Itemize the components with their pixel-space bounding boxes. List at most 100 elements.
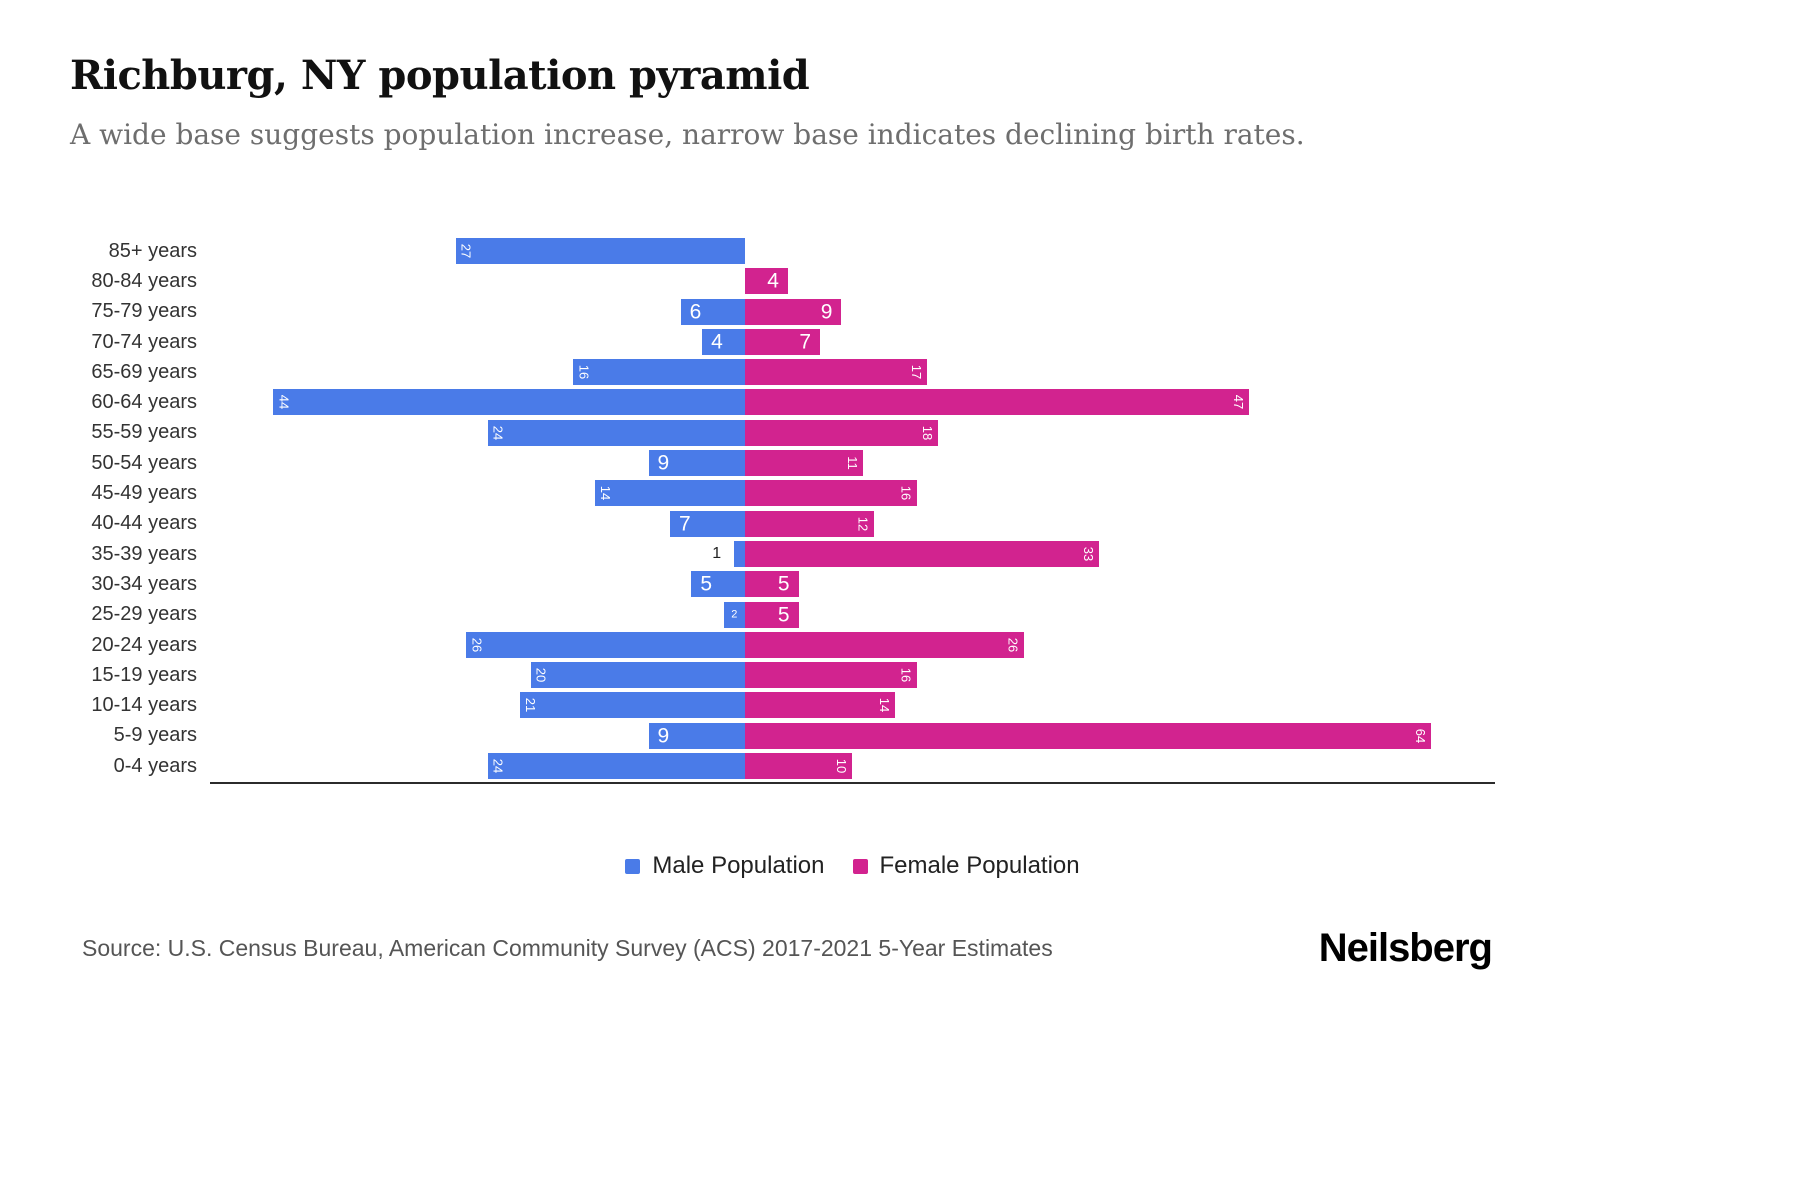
- age-group-label: 75-79 years: [91, 300, 197, 323]
- age-group-label: 0-4 years: [113, 754, 197, 777]
- chart-title: Richburg, NY population pyramid: [70, 52, 810, 99]
- legend: Male Population Female Population: [210, 852, 1495, 880]
- male-bar-value: 7: [678, 512, 691, 536]
- male-bar: 5: [691, 571, 745, 598]
- female-bar-value: 11: [844, 456, 860, 470]
- female-legend-label: Female Population: [879, 852, 1080, 879]
- male-bar: 4: [702, 328, 745, 355]
- male-legend-swatch: [625, 858, 641, 874]
- plot-area-row: 7 12: [210, 509, 1495, 539]
- female-bar: 5: [745, 601, 799, 628]
- male-bar-value: 14: [597, 486, 613, 501]
- pyramid-row: 70-74 years 4 7: [70, 327, 1495, 357]
- female-bar: 33: [745, 540, 1099, 567]
- pyramid-row: 30-34 years 5 5: [70, 569, 1495, 599]
- male-bar: 9: [648, 450, 745, 477]
- pyramid-row: 60-64 years 44 47: [70, 387, 1495, 417]
- male-bar: 24: [487, 753, 745, 780]
- male-bar: 21: [519, 692, 745, 719]
- female-bar: 4: [745, 268, 788, 295]
- age-group-label: 85+ years: [108, 239, 197, 262]
- male-bar-value: 9: [657, 724, 670, 748]
- pyramid-row: 10-14 years 21 14: [70, 690, 1495, 720]
- pyramid-row: 15-19 years 20 16: [70, 660, 1495, 690]
- female-bar-value: 9: [820, 300, 833, 324]
- pyramid-row: 35-39 years 1 33: [70, 539, 1495, 569]
- female-bar-value: 47: [1230, 395, 1246, 410]
- population-pyramid-chart: 85+ years 27 80-84 years 4 75-79 years 6 9 70-7…: [70, 236, 1495, 785]
- female-bar-value: 18: [919, 425, 935, 441]
- plot-area-row: 1 33: [210, 539, 1495, 569]
- age-group-label: 55-59 years: [91, 421, 197, 444]
- plot-area-row: 21 14: [210, 690, 1495, 720]
- plot-area-row: 16 17: [210, 357, 1495, 387]
- male-bar-value: 2: [731, 608, 738, 621]
- age-group-label: 20-24 years: [91, 633, 197, 656]
- brand-logo: Neilsberg: [1318, 925, 1493, 970]
- female-bar: 9: [745, 298, 842, 325]
- female-bar: 7: [745, 328, 821, 355]
- female-bar: 47: [745, 389, 1249, 416]
- age-group-label: 80-84 years: [91, 269, 197, 292]
- plot-area-row: 14 16: [210, 478, 1495, 508]
- pyramid-row: 5-9 years 9 64: [70, 721, 1495, 751]
- plot-area-row: 9 64: [210, 721, 1495, 751]
- male-bar: 7: [669, 510, 745, 537]
- age-group-label: 35-39 years: [91, 542, 197, 565]
- male-bar: [734, 540, 745, 567]
- male-bar: 26: [466, 631, 745, 658]
- female-bar-value: 5: [777, 603, 790, 627]
- female-bar-value: 16: [898, 667, 914, 683]
- male-bar-value: 6: [689, 300, 702, 324]
- legend-item-female: Female Population: [852, 852, 1080, 880]
- pyramid-rows: 85+ years 27 80-84 years 4 75-79 years 6 9 70-7…: [70, 236, 1495, 781]
- female-bar: 12: [745, 510, 874, 537]
- female-bar-value: 64: [1413, 728, 1429, 743]
- male-bar-value: 24: [490, 425, 506, 441]
- chart-subtitle: A wide base suggests population increase…: [70, 118, 1305, 151]
- female-bar: 10: [745, 753, 853, 780]
- pyramid-row: 25-29 years 2 5: [70, 600, 1495, 630]
- male-bar: 20: [530, 662, 745, 689]
- female-bar-value: 33: [1080, 546, 1096, 562]
- source-text: Source: U.S. Census Bureau, American Com…: [82, 934, 1053, 961]
- male-bar-value: 44: [276, 395, 292, 410]
- plot-area-row: 27: [210, 236, 1495, 266]
- age-group-label: 45-49 years: [91, 482, 197, 505]
- male-bar-value: 24: [490, 758, 506, 774]
- plot-area-row: 26 26: [210, 630, 1495, 660]
- pyramid-row: 0-4 years 24 10: [70, 751, 1495, 781]
- female-bar: 5: [745, 571, 799, 598]
- female-bar-value: 16: [898, 486, 914, 501]
- female-bar: 11: [745, 450, 863, 477]
- age-group-label: 5-9 years: [113, 724, 197, 747]
- male-legend-label: Male Population: [652, 852, 825, 879]
- pyramid-row: 65-69 years 16 17: [70, 357, 1495, 387]
- female-bar: 17: [745, 359, 928, 386]
- pyramid-row: 85+ years 27: [70, 236, 1495, 266]
- male-bar: 2: [723, 601, 745, 628]
- female-bar-value: 17: [909, 364, 925, 380]
- x-axis-line: [210, 782, 1495, 785]
- male-bar-value: 27: [458, 243, 474, 259]
- age-group-label: 60-64 years: [91, 391, 197, 414]
- footer: Source: U.S. Census Bureau, American Com…: [82, 918, 1493, 978]
- male-bar: 24: [487, 419, 745, 446]
- female-bar: 16: [745, 480, 917, 507]
- female-bar-value: 7: [799, 330, 812, 354]
- age-group-label: 15-19 years: [91, 663, 197, 686]
- female-bar-value: 10: [834, 758, 850, 774]
- female-bar-value: 4: [767, 269, 779, 293]
- pyramid-row: 75-79 years 6 9: [70, 297, 1495, 327]
- plot-area-row: 24 18: [210, 418, 1495, 448]
- plot-area-row: 9 11: [210, 448, 1495, 478]
- female-bar: 16: [745, 662, 917, 689]
- plot-area-row: 44 47: [210, 387, 1495, 417]
- male-bar-value: 9: [657, 451, 670, 475]
- pyramid-row: 45-49 years 14 16: [70, 478, 1495, 508]
- male-bar-value: 21: [522, 698, 538, 713]
- male-bar-value: 20: [533, 667, 549, 683]
- female-bar: 26: [745, 631, 1024, 658]
